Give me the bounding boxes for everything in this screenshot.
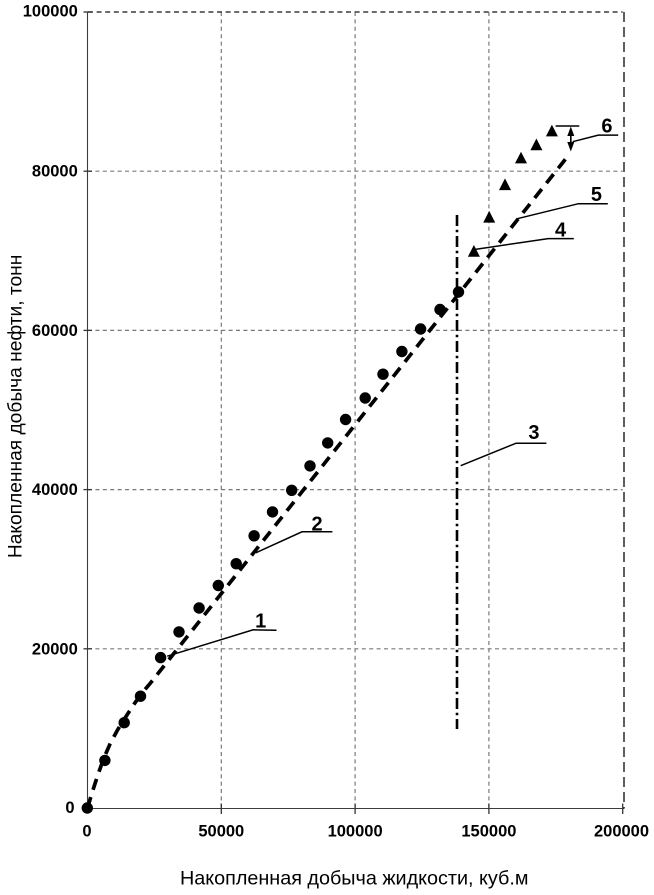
svg-text:6: 6 bbox=[601, 116, 612, 138]
svg-text:200000: 200000 bbox=[594, 823, 649, 841]
svg-text:150000: 150000 bbox=[461, 823, 516, 841]
svg-text:80000: 80000 bbox=[32, 163, 78, 181]
svg-text:100000: 100000 bbox=[328, 823, 383, 841]
svg-text:100000: 100000 bbox=[23, 3, 78, 21]
svg-text:3: 3 bbox=[528, 422, 539, 444]
svg-text:20000: 20000 bbox=[32, 640, 78, 658]
svg-text:4: 4 bbox=[555, 220, 567, 242]
svg-text:2: 2 bbox=[311, 514, 322, 536]
svg-text:0: 0 bbox=[82, 823, 91, 841]
svg-text:Накопленная добыча жидкости, к: Накопленная добыча жидкости, куб.м bbox=[180, 868, 528, 890]
svg-text:0: 0 bbox=[65, 799, 74, 817]
svg-text:Накопленная добыча нефти, тонн: Накопленная добыча нефти, тонн bbox=[5, 255, 26, 559]
svg-text:60000: 60000 bbox=[32, 322, 78, 340]
svg-text:5: 5 bbox=[591, 184, 602, 206]
svg-text:50000: 50000 bbox=[198, 823, 244, 841]
svg-text:1: 1 bbox=[255, 611, 266, 633]
svg-text:40000: 40000 bbox=[32, 481, 78, 499]
